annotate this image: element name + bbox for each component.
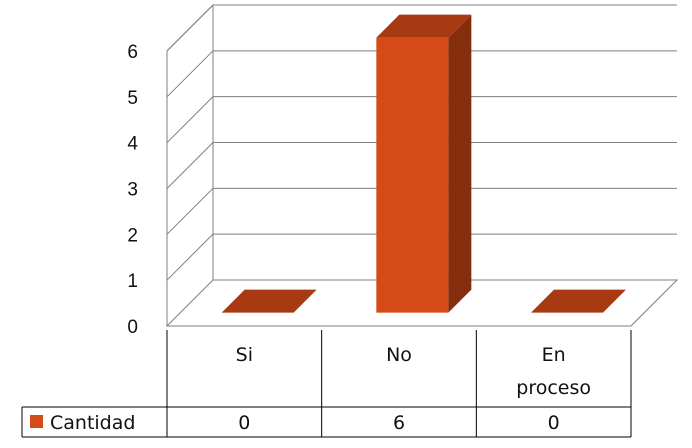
gridline	[166, 187, 677, 235]
category-label: proceso	[516, 377, 591, 399]
y-tick-label: 0	[127, 317, 138, 338]
y-tick-label: 1	[127, 271, 138, 292]
data-table: Si No En proceso Cantidad 0 6 0	[21, 330, 632, 438]
gridline	[166, 142, 677, 189]
data-value-label: 6	[393, 412, 405, 434]
y-tick-label: 5	[127, 88, 138, 109]
gridline	[166, 96, 677, 144]
category-label: No	[386, 344, 412, 366]
bar-front	[376, 37, 449, 313]
bar-top	[221, 289, 317, 313]
data-value-label: 0	[548, 412, 560, 434]
bar-top	[531, 289, 627, 313]
y-tick-label: 3	[127, 180, 138, 201]
bar-side	[448, 14, 472, 313]
gridline	[166, 4, 677, 52]
legend-series-name: Cantidad	[50, 412, 135, 434]
gridline	[166, 50, 677, 98]
y-tick-label: 6	[127, 42, 138, 63]
bar-top	[376, 14, 472, 38]
gridline	[166, 233, 677, 281]
category-label: En	[542, 344, 566, 366]
y-axis-ticks: 0 1 2 3 4 5 6	[127, 42, 138, 338]
bars	[221, 14, 627, 313]
category-label: Si	[236, 344, 253, 366]
y-tick-label: 2	[127, 225, 138, 246]
y-tick-label: 4	[127, 134, 138, 155]
data-value-label: 0	[238, 412, 250, 434]
legend-swatch	[30, 415, 43, 428]
